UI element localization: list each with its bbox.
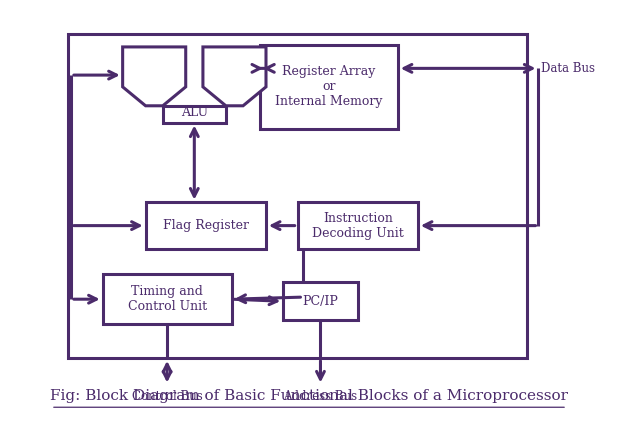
Text: Timing and
Control Unit: Timing and Control Unit	[127, 285, 206, 313]
FancyBboxPatch shape	[146, 202, 266, 249]
FancyBboxPatch shape	[297, 202, 418, 249]
Text: PC/IP: PC/IP	[303, 295, 339, 308]
FancyBboxPatch shape	[68, 35, 527, 358]
FancyBboxPatch shape	[283, 282, 358, 320]
FancyBboxPatch shape	[260, 45, 398, 129]
Polygon shape	[203, 47, 266, 106]
Text: Register Array
or
Internal Memory: Register Array or Internal Memory	[275, 65, 383, 108]
Text: Address Bus: Address Bus	[284, 390, 358, 403]
Polygon shape	[122, 47, 186, 106]
Text: Instruction
Decoding Unit: Instruction Decoding Unit	[312, 212, 404, 239]
Text: Data Bus: Data Bus	[541, 62, 595, 75]
Text: Flag Register: Flag Register	[163, 219, 249, 232]
Polygon shape	[163, 106, 226, 123]
Text: ALU: ALU	[180, 106, 208, 118]
Text: Control Bus: Control Bus	[132, 390, 203, 403]
Text: Fig: Block Diagram of Basic Functional Blocks of a Microprocessor: Fig: Block Diagram of Basic Functional B…	[50, 389, 568, 403]
FancyBboxPatch shape	[103, 274, 232, 325]
